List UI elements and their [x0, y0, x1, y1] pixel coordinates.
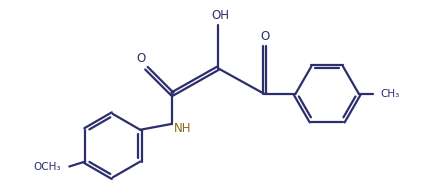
Text: NH: NH — [173, 122, 191, 135]
Text: O: O — [260, 30, 269, 43]
Text: OCH₃: OCH₃ — [34, 162, 61, 172]
Text: OH: OH — [211, 9, 229, 22]
Text: CH₃: CH₃ — [381, 89, 400, 99]
Text: O: O — [136, 52, 145, 65]
